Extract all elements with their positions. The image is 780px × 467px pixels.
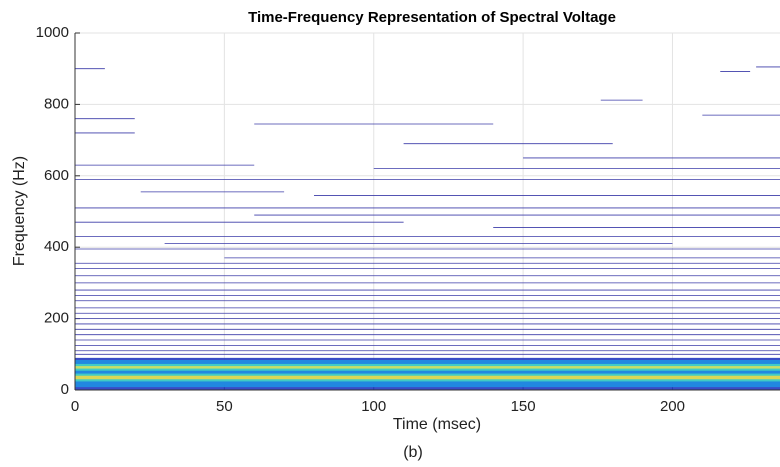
x-tick-label: 150 [511,398,536,415]
x-tick-label: 0 [71,398,79,415]
x-tick-label: 200 [660,398,685,415]
y-tick-label: 1000 [36,24,69,41]
x-tick-label: 50 [216,398,233,415]
y-tick-label: 800 [44,95,69,112]
chart-title: Time-Frequency Representation of Spectra… [248,9,616,26]
x-tick-label: 100 [361,398,386,415]
y-tick-label: 600 [44,167,69,184]
caption: (b) [403,444,423,461]
spectral-band [75,375,780,380]
y-tick-label: 200 [44,310,69,327]
spectral-band [75,366,780,369]
y-axis-label: Frequency (Hz) [11,156,28,266]
y-tick-label: 0 [61,381,69,398]
y-tick-label: 400 [44,238,69,255]
x-axis-label: Time (msec) [393,416,481,433]
